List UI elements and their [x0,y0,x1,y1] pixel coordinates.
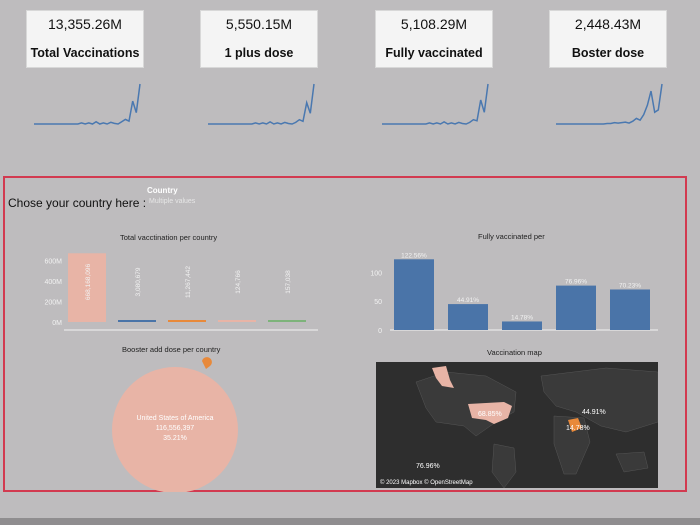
fully-bar[interactable] [610,289,650,330]
map-canvas: 68.85% 44.91% 14.78% 76.96% © 2023 Mapbo… [380,366,659,489]
total-bar[interactable] [118,320,156,322]
sparkline-total-vaccinations [34,83,141,125]
total-bar-label: 668,168,096 [85,264,92,301]
fully-bar-label: 122.56% [401,252,427,259]
map-region-usa[interactable] [468,402,512,424]
kpi-label: Fully vaccinated [385,46,483,60]
sparkline-path [208,83,315,125]
map-label-south: 76.96% [416,463,440,470]
kpi-card-booster-dose: 2,448.43M Boster dose [549,10,667,68]
map-land-eurasia [540,367,659,433]
map-region-alaska[interactable] [432,366,454,388]
y-tick-label: 50 [374,299,382,306]
fully-vaccinated-chart: 0 50 100 122.56% 44.91% 14.78% 76.96% 70.23% [370,252,658,335]
kpi-label: 1 plus dose [224,46,294,60]
kpi-card-1-plus-dose: 5,550.15M 1 plus dose [200,10,318,68]
y-tick-label: 0M [52,320,62,327]
chart-title-booster: Booster add dose per country [122,345,221,354]
map-label-east: 44.91% [582,409,606,416]
sparkline-booster-dose [556,83,663,125]
vaccination-map[interactable]: 68.85% 44.91% 14.78% 76.96% © 2023 Mapbo… [376,362,659,489]
fully-bar[interactable] [502,321,542,330]
total-bar-label: 11,267,442 [185,266,192,298]
total-bar[interactable] [268,320,306,322]
kpi-card-total-vaccinations: 13,355.26M Total Vaccinations [26,10,144,68]
y-tick-label: 200M [44,299,62,306]
kpi-label: Total Vaccinations [30,46,140,60]
booster-marker-orange[interactable] [202,357,212,369]
map-land-south-america [491,443,517,489]
chart-title-fully: Fully vaccinated per [478,232,545,241]
map-title: Vaccination map [487,348,542,357]
booster-label-percent: 35.21% [163,435,187,442]
map-attribution: © 2023 Mapbox © OpenStreetMap [380,479,473,486]
total-bar-label: 3,080,679 [135,267,142,296]
kpi-label: Boster dose [571,46,645,60]
kpi-value: 5,108.29M [400,16,468,32]
map-land-australia [615,451,649,473]
sparkline-path [382,83,489,125]
y-tick-label: 100 [370,270,382,277]
total-bar[interactable] [68,253,106,322]
sparkline-fully-vaccinated [382,83,489,125]
sparkline-path [556,83,663,125]
kpi-value: 5,550.15M [225,16,293,32]
map-label-mid: 14.78% [566,425,590,432]
detail-panel [3,176,687,492]
total-bar-label: 124,766 [235,270,242,294]
total-bar[interactable] [218,320,256,322]
total-bar[interactable] [168,320,206,322]
map-label-usa: 68.85% [478,411,502,418]
fully-bar-label: 76.96% [565,279,587,286]
y-tick-label: 400M [44,279,62,286]
booster-label-country: United States of America [136,415,213,422]
booster-bubble-usa[interactable] [112,367,238,492]
total-vaccination-chart: 0M 200M 400M 600M 668,168,096 3,080,679 11,267… [44,253,318,331]
kpi-card-fully-vaccinated: 5,108.29M Fully vaccinated [375,10,493,68]
map-region-orange[interactable] [568,418,582,432]
y-tick-label: 0 [378,328,382,335]
chart-title-total: Total vacctination per country [120,233,218,242]
fully-bar-label: 44.91% [457,297,479,304]
booster-label-value: 116,556,397 [156,425,195,432]
country-filter-title: Country [147,186,178,195]
country-prompt: Chose your country here : [8,196,147,210]
fully-bar-label: 14.78% [511,314,533,321]
fully-bar[interactable] [556,285,596,330]
total-bar-label: 157,038 [285,270,292,294]
sparkline-1-plus-dose [208,83,315,125]
bottom-scrollbar-strip[interactable] [0,518,700,525]
booster-bubble-chart: United States of America 116,556,397 35.… [112,357,238,492]
country-filter-dropdown[interactable]: Multiple values [149,198,196,205]
sparkline-path [34,83,141,125]
fully-bar[interactable] [394,259,434,330]
map-land-africa [553,415,591,475]
kpi-value: 2,448.43M [574,16,642,32]
y-tick-label: 600M [44,258,62,265]
kpi-value: 13,355.26M [48,16,122,32]
fully-bar-label: 70.23% [619,282,641,289]
fully-bar[interactable] [448,304,488,330]
